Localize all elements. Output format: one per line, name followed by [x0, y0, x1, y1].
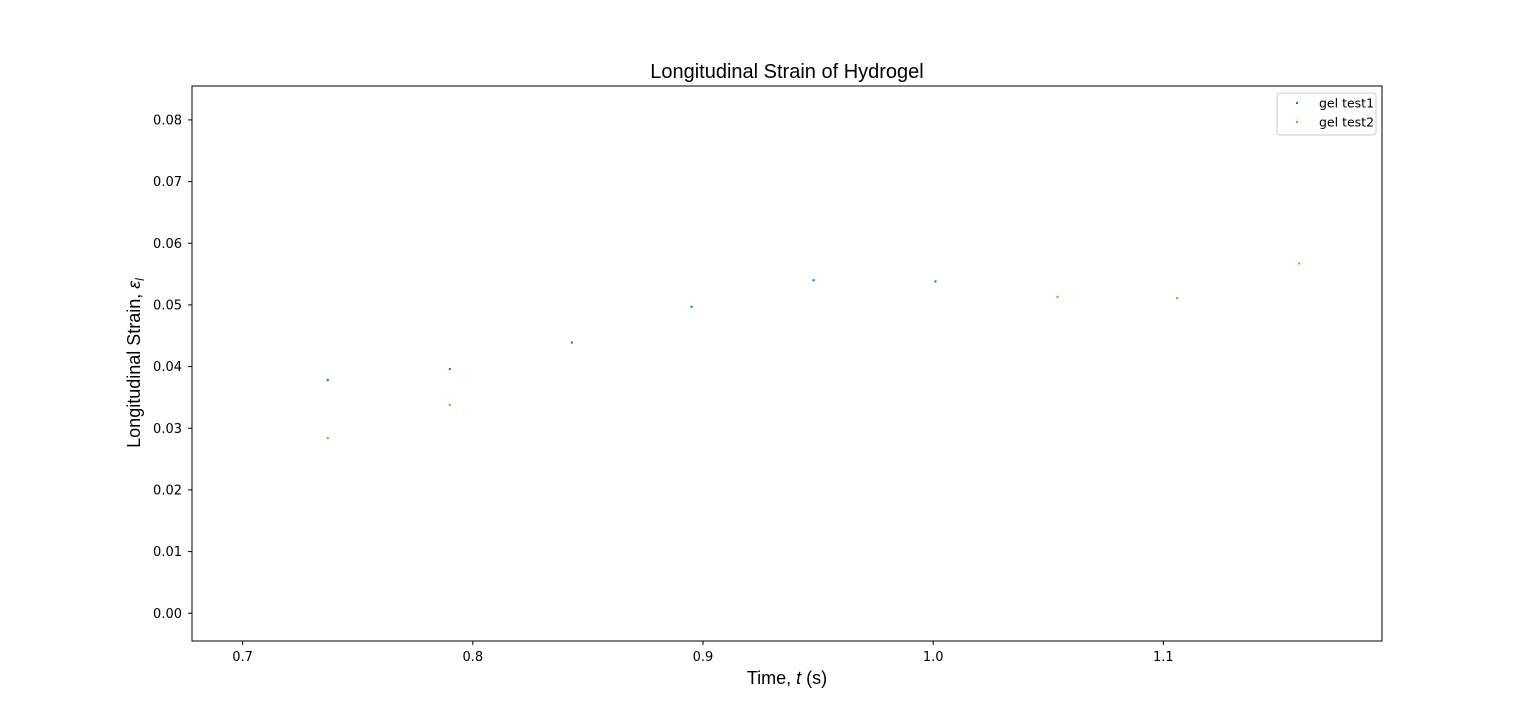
y-tick-label: 0.02 [153, 483, 182, 498]
x-tick-label: 0.7 [232, 650, 253, 665]
data-point-gel-test2 [326, 436, 330, 440]
data-points [326, 262, 1301, 440]
x-axis-label: Time, t (s) [747, 668, 827, 688]
x-axis-label-prefix: Time, [747, 668, 796, 688]
y-tick-label: 0.07 [153, 175, 182, 190]
y-tick-label: 0.03 [153, 422, 182, 437]
y-axis-ticks: 0.00 0.01 0.02 0.03 0.04 0.05 0.06 0.07 0.08 [153, 113, 192, 622]
data-point-gel-test2 [1056, 295, 1059, 299]
x-axis-ticks: 0.7 0.8 0.9 1.0 1.1 [232, 641, 1174, 665]
x-tick-label: 0.8 [462, 650, 483, 665]
data-point-gel-test1 [934, 280, 937, 283]
x-axis-label-suffix: (s) [801, 668, 827, 688]
data-point-gel-test2 [1175, 296, 1179, 300]
legend-frame [1276, 92, 1377, 136]
data-point-gel-test1 [690, 305, 693, 308]
data-point-gel-test2 [1297, 262, 1301, 265]
legend-label-gel-test2: gel test2 [1319, 115, 1374, 130]
y-axis-label-prefix: Longitudinal Strain, [124, 289, 144, 448]
y-axis-label-var: ε [124, 280, 144, 289]
data-point-gel-test1 [570, 341, 573, 344]
plot-area [191, 85, 1383, 642]
data-point-gel-test2 [448, 403, 451, 407]
y-tick-label: 0.05 [153, 298, 182, 313]
x-tick-label: 0.9 [693, 650, 714, 665]
y-tick-label: 0.01 [153, 545, 182, 560]
chart-title: Longitudinal Strain of Hydrogel [650, 61, 924, 83]
x-tick-label: 1.0 [923, 650, 944, 665]
y-tick-label: 0.04 [153, 360, 182, 375]
legend-marker-gel-test2 [1295, 120, 1299, 124]
y-axis-label: Longitudinal Strain, εl [124, 278, 147, 448]
x-tick-label: 1.1 [1153, 650, 1174, 665]
y-tick-label: 0.06 [153, 237, 182, 252]
legend-label-gel-test1: gel test1 [1319, 96, 1374, 111]
y-tick-label: 0.08 [153, 113, 182, 128]
y-tick-label: 0.00 [153, 607, 182, 622]
data-point-gel-test1 [812, 279, 815, 282]
legend-marker-gel-test1 [1295, 101, 1299, 105]
legend: gel test1 gel test2 [1276, 92, 1377, 136]
x-axis-label-var: t [796, 668, 802, 688]
data-point-gel-test1 [326, 378, 330, 382]
y-axis-label-sub: l [133, 278, 147, 281]
data-point-gel-test1 [448, 367, 451, 371]
